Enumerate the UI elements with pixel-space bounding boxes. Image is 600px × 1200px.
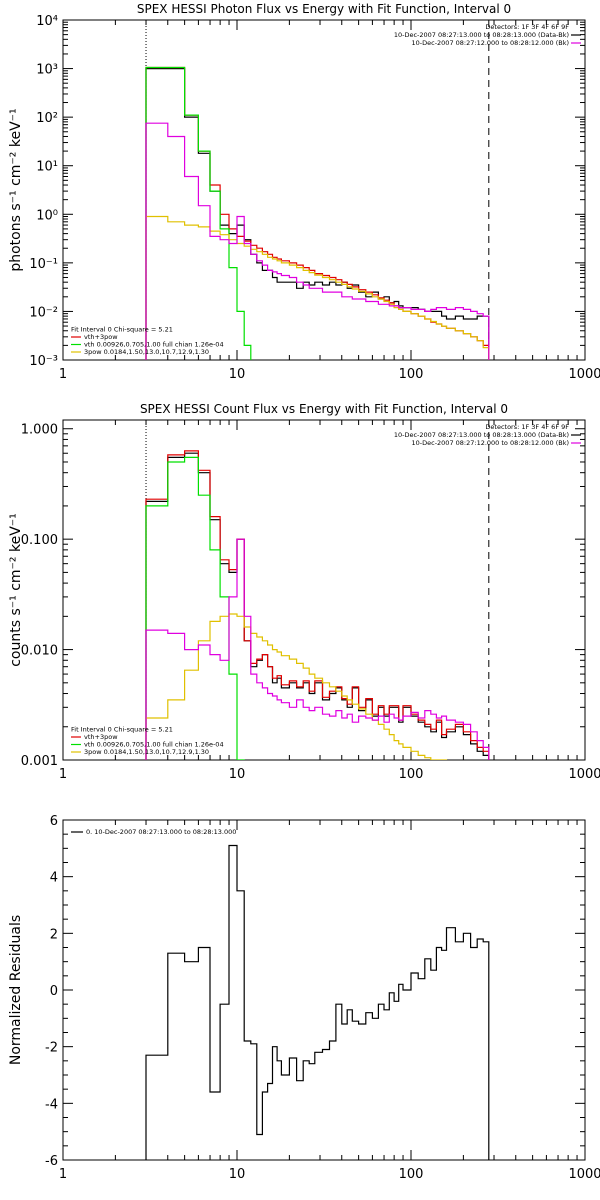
x-tick-label: 100: [399, 367, 424, 382]
series-line-bk: [145, 122, 490, 360]
y-tick-label: 10⁻²: [29, 305, 58, 320]
photon-flux-chart: SPEX HESSI Photon Flux vs Energy with Fi…: [8, 2, 600, 382]
y-axis-label: photons s⁻¹ cm⁻² keV⁻¹: [8, 108, 24, 271]
y-tick-label: 10⁻³: [29, 354, 58, 369]
legend-bottom-entry: 3pow 0.0184,1.50,13.0,10.7,12.9,1.30: [84, 748, 209, 756]
legend-top-entry: Detectors: 1F 3F 4F 6F 9F: [485, 23, 569, 31]
y-tick-label: 10³: [36, 63, 58, 78]
x-tick-label: 1: [59, 1167, 67, 1182]
series-line-vth: [145, 66, 252, 360]
legend-top-entry: 10-Dec-2007 08:27:13.000 to 08:28:13.000…: [394, 431, 569, 439]
series-line-vth-3pow: [145, 450, 490, 760]
x-tick-label: 10: [229, 767, 246, 782]
count-flux-chart: SPEX HESSI Count Flux vs Energy with Fit…: [8, 402, 600, 782]
x-tick-label: 100: [399, 767, 424, 782]
series-line-bk: [145, 538, 490, 760]
chart-title: SPEX HESSI Photon Flux vs Energy with Fi…: [137, 2, 511, 16]
series-line-vth: [145, 456, 245, 760]
series-line-residuals: [145, 844, 490, 1160]
x-tick-label: 1000: [568, 1167, 600, 1182]
y-tick-label: -4: [45, 1097, 58, 1112]
x-tick-label: 1: [59, 767, 67, 782]
legend-bottom-entry: vth 0.00926,0.705,1.00 full chian 1.26e-…: [84, 741, 224, 749]
x-tick-label: 1: [59, 367, 67, 382]
x-tick-label: 10: [229, 1167, 246, 1182]
legend-bottom-entry: vth 0.00926,0.705,1.00 full chian 1.26e-…: [84, 341, 224, 349]
y-tick-label: 10¹: [36, 160, 58, 175]
series-line-data-bk: [145, 68, 490, 360]
legend-bottom-entry: 3pow 0.0184,1.50,13.0,10.7,12.9,1.30: [84, 348, 209, 356]
y-tick-label: 10⁻¹: [29, 257, 58, 272]
plot-frame: [62, 19, 586, 361]
y-tick-label: 1.000: [21, 423, 58, 438]
y-tick-label: 4: [50, 871, 58, 886]
y-axis-label: Normalized Residuals: [8, 915, 24, 1065]
legend-top-entry: Detectors: 1F 3F 4F 6F 9F: [485, 423, 569, 431]
y-tick-label: 10²: [36, 111, 58, 126]
legend-left-entry: 0. 10-Dec-2007 08:27:13.000 to 08:28:13.…: [86, 828, 236, 836]
plot-frame: [62, 819, 586, 1161]
y-tick-label: 0.001: [21, 754, 58, 769]
chart-title: SPEX HESSI Count Flux vs Energy with Fit…: [140, 402, 508, 416]
legend-bottom-entry: Fit Interval 0 Chi-square = 5.21: [71, 726, 173, 734]
y-tick-label: -2: [45, 1041, 58, 1056]
x-tick-label: 1000: [568, 367, 600, 382]
legend-bottom-entry: vth+3pow: [84, 333, 118, 341]
y-tick-label: 6: [50, 814, 58, 829]
plot-area: [145, 66, 490, 360]
legend-top-entry: 10-Dec-2007 08:27:12.000 to 08:28:12.000…: [412, 39, 570, 47]
series-line-3pow: [145, 215, 490, 360]
y-tick-label: -6: [45, 1154, 58, 1169]
y-tick-label: 10⁴: [36, 14, 58, 29]
legend-top-entry: 10-Dec-2007 08:27:13.000 to 08:28:13.000…: [394, 31, 569, 39]
y-tick-label: 10⁰: [36, 208, 58, 223]
y-tick-label: 0.100: [21, 533, 58, 548]
series-line-vth-3pow: [145, 66, 490, 360]
series-line-data-bk: [145, 452, 490, 760]
legend-bottom-entry: vth+3pow: [84, 733, 118, 741]
legend-bottom-entry: Fit Interval 0 Chi-square = 5.21: [71, 326, 173, 334]
y-tick-label: 2: [50, 927, 58, 942]
legend-top-entry: 10-Dec-2007 08:27:12.000 to 08:28:12.000…: [412, 439, 570, 447]
plot-area: [145, 450, 490, 760]
plot-frame: [62, 419, 586, 761]
residuals-chart: 1 10 100 1000 -6 -4 -2 0 2 4 6 Normalized Residuals…: [8, 814, 600, 1182]
y-tick-label: 0.010: [21, 644, 58, 659]
x-tick-label: 10: [229, 367, 246, 382]
y-axis-label: counts s⁻¹ cm⁻² keV⁻¹: [8, 513, 24, 667]
series-line-3pow: [145, 613, 448, 760]
y-tick-label: 0: [50, 984, 58, 999]
x-tick-label: 1000: [568, 767, 600, 782]
x-tick-label: 100: [399, 1167, 424, 1182]
plot-area: [145, 844, 490, 1160]
